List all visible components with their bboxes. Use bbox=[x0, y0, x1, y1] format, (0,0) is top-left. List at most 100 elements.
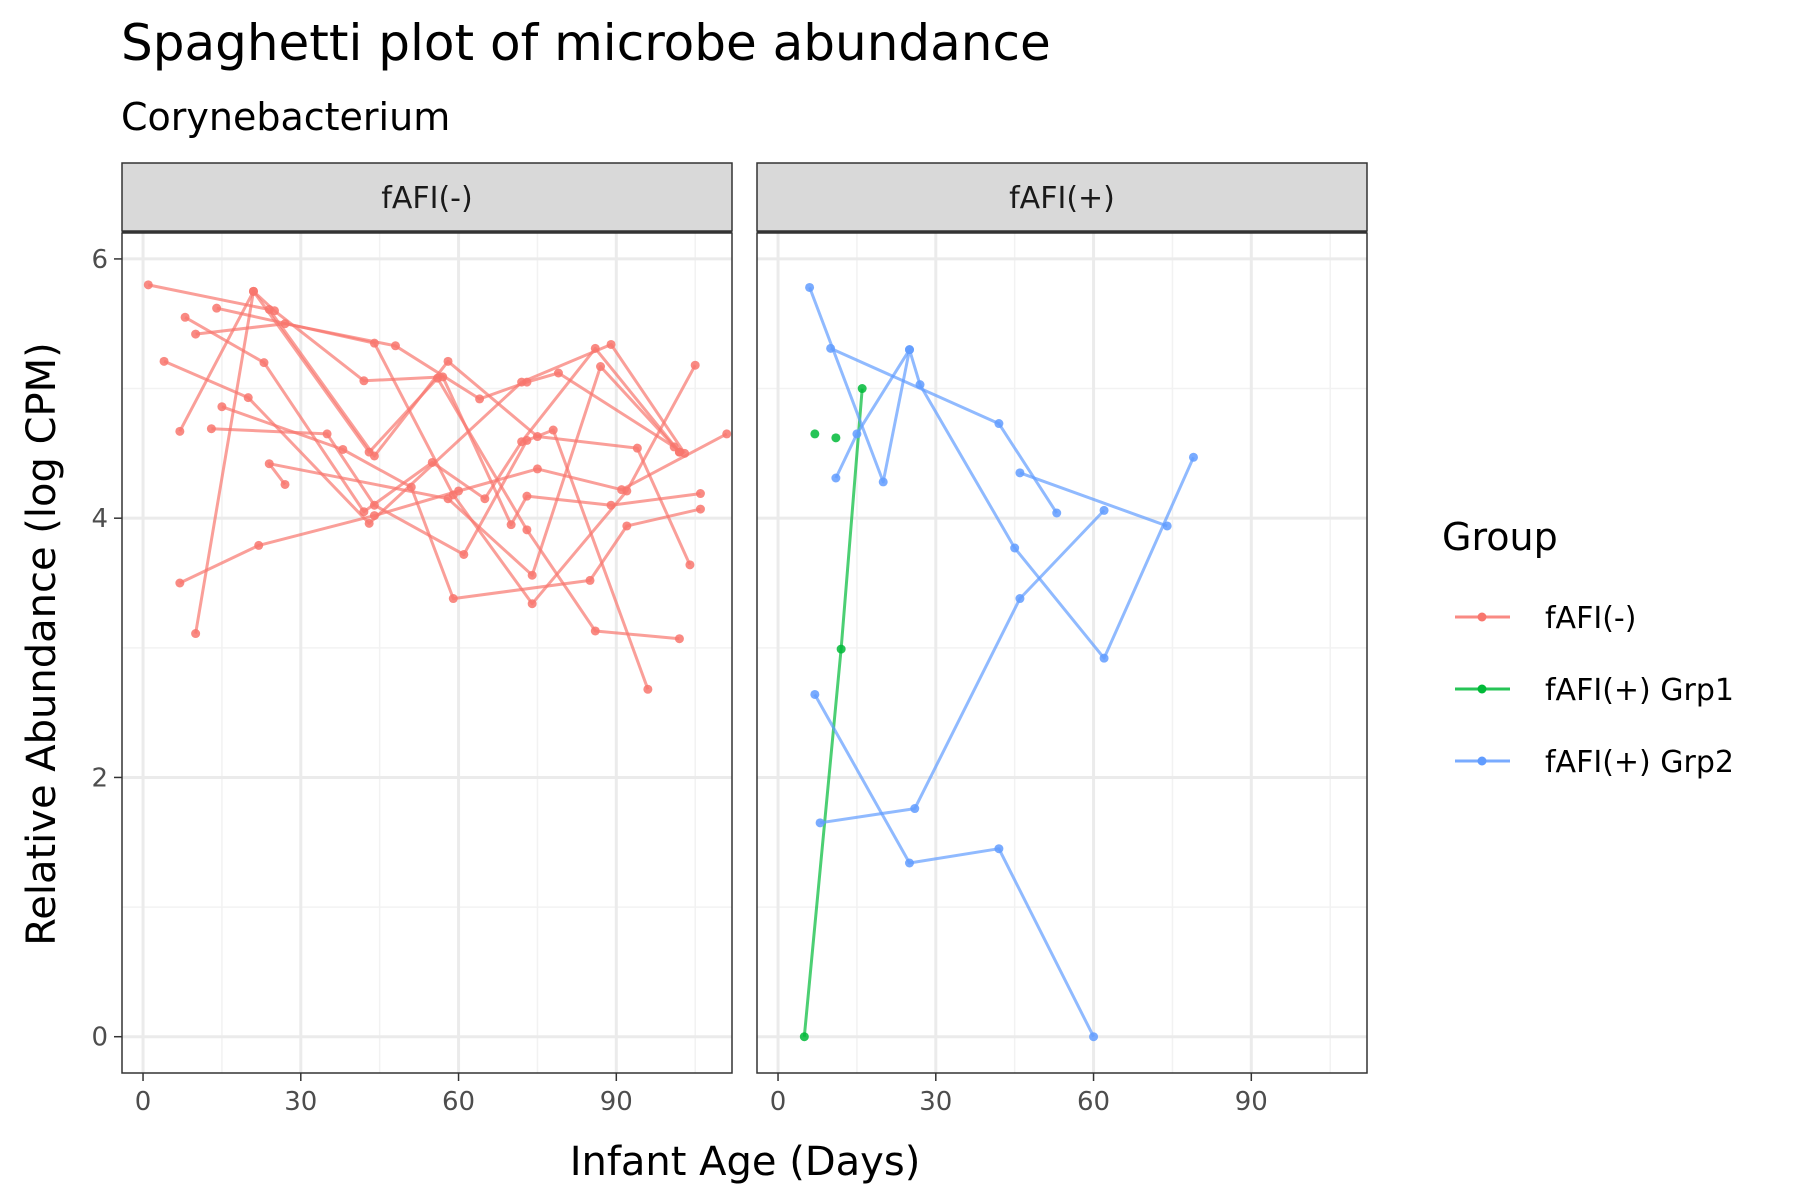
data-point bbox=[480, 494, 490, 504]
series-line-group bbox=[264, 362, 684, 580]
data-point bbox=[270, 306, 279, 316]
legend-swatch-point bbox=[1477, 684, 1487, 694]
data-point bbox=[1015, 594, 1025, 604]
data-point bbox=[836, 644, 846, 654]
data-point bbox=[180, 312, 190, 322]
legend-item: fAFI(-) bbox=[1455, 601, 1636, 636]
data-point bbox=[695, 504, 705, 514]
series-line-group bbox=[799, 384, 867, 1042]
data-point bbox=[527, 599, 537, 609]
series-line-group bbox=[810, 429, 820, 439]
data-point bbox=[406, 482, 416, 492]
legend: Group fAFI(-) fAFI(+) Grp1 fAFI(+) Grp2 bbox=[1442, 515, 1734, 780]
data-point bbox=[810, 429, 820, 439]
legend-label: fAFI(+) Grp1 bbox=[1545, 673, 1734, 708]
data-point bbox=[506, 520, 516, 530]
data-point bbox=[390, 341, 400, 351]
data-point bbox=[243, 393, 253, 403]
data-point bbox=[585, 575, 595, 585]
data-point bbox=[548, 425, 558, 435]
chart-subtitle: Corynebacterium bbox=[121, 95, 450, 139]
series-line-group bbox=[826, 343, 1062, 518]
y-tick-label: 4 bbox=[91, 504, 108, 534]
panel-background bbox=[122, 233, 732, 1073]
data-point bbox=[159, 356, 169, 366]
data-point bbox=[695, 489, 705, 499]
data-point bbox=[905, 858, 914, 868]
data-point bbox=[1015, 468, 1025, 478]
data-point bbox=[175, 426, 185, 436]
data-point bbox=[1089, 1032, 1099, 1042]
data-point bbox=[674, 634, 684, 644]
y-tick-label: 2 bbox=[91, 763, 108, 793]
data-point bbox=[212, 303, 222, 313]
facet-strip bbox=[121, 162, 733, 232]
legend-label: fAFI(+) Grp2 bbox=[1545, 745, 1734, 780]
legend-title: Group bbox=[1442, 515, 1558, 559]
data-point bbox=[175, 578, 185, 588]
data-point bbox=[522, 525, 532, 535]
data-point bbox=[622, 521, 632, 531]
data-point bbox=[1010, 543, 1020, 553]
data-point bbox=[799, 1032, 809, 1042]
data-point bbox=[443, 494, 453, 504]
data-point bbox=[522, 435, 532, 445]
data-point bbox=[527, 570, 537, 580]
data-point bbox=[596, 362, 606, 372]
x-axis-title: Infant Age (Days) bbox=[570, 1139, 921, 1185]
data-point bbox=[264, 459, 274, 469]
facet-panels: fAFI(-) 0 30 60 90 0 2 4 6 fAFI(+) 0 30 60 90 bbox=[91, 162, 1368, 1117]
data-point bbox=[322, 429, 332, 439]
data-point bbox=[643, 684, 653, 694]
data-point bbox=[522, 491, 532, 501]
data-point bbox=[248, 286, 258, 296]
data-point bbox=[475, 394, 485, 404]
data-point bbox=[857, 384, 867, 394]
data-point bbox=[606, 500, 616, 510]
legend-swatch-point bbox=[1477, 612, 1487, 622]
data-point bbox=[910, 804, 920, 814]
data-point bbox=[280, 319, 290, 329]
data-point bbox=[553, 368, 563, 378]
x-tick-label: 0 bbox=[770, 1087, 787, 1117]
data-point bbox=[994, 419, 1004, 429]
x-tick-label: 60 bbox=[1077, 1087, 1110, 1117]
x-tick-label: 60 bbox=[442, 1087, 475, 1117]
data-point bbox=[191, 329, 201, 339]
series-line-group bbox=[206, 424, 653, 694]
y-tick-label: 6 bbox=[91, 245, 108, 275]
data-point bbox=[722, 429, 732, 439]
data-point bbox=[831, 473, 841, 483]
data-point bbox=[690, 360, 700, 370]
data-point bbox=[369, 511, 379, 521]
series-line bbox=[163, 343, 686, 525]
data-point bbox=[815, 818, 825, 828]
series-line bbox=[819, 509, 1106, 825]
chart-title: Spaghetti plot of microbe abundance bbox=[121, 14, 1051, 72]
data-point bbox=[364, 518, 374, 528]
data-point bbox=[191, 629, 201, 639]
x-tick-label: 90 bbox=[1235, 1087, 1268, 1117]
data-point bbox=[1188, 452, 1198, 462]
data-point bbox=[831, 433, 841, 443]
data-point bbox=[994, 844, 1004, 854]
x-tick-label: 30 bbox=[919, 1087, 952, 1117]
data-point bbox=[280, 479, 290, 489]
series-line bbox=[184, 315, 681, 514]
series-line-group bbox=[810, 689, 1099, 1042]
series-line-group bbox=[831, 433, 841, 443]
series-line-group bbox=[175, 429, 732, 588]
data-point bbox=[805, 282, 815, 292]
data-point bbox=[590, 626, 600, 636]
data-point bbox=[878, 477, 888, 487]
data-point bbox=[1099, 505, 1109, 515]
y-axis-title: Relative Abundance (log CPM) bbox=[19, 342, 65, 946]
data-point bbox=[443, 356, 453, 366]
data-point bbox=[522, 377, 532, 387]
facet-panel: fAFI(+) 0 30 60 90 bbox=[756, 162, 1368, 1117]
data-point bbox=[532, 464, 542, 474]
data-point bbox=[217, 402, 227, 412]
data-point bbox=[369, 500, 379, 510]
series-line-group bbox=[815, 505, 1109, 828]
data-point bbox=[338, 444, 348, 454]
